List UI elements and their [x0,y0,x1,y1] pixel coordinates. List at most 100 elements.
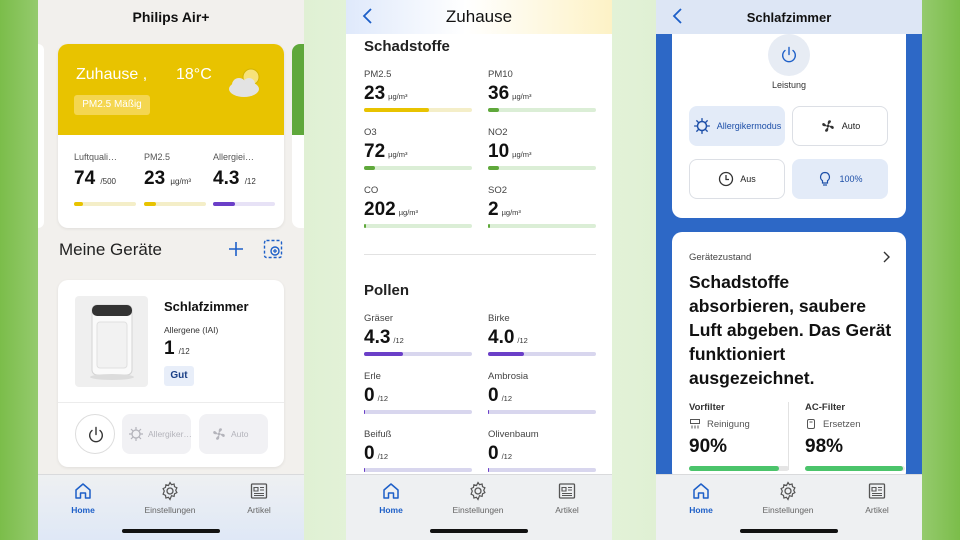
metric-bar [488,352,596,356]
pollen-title: Pollen [364,282,410,299]
metric-bar-fill [488,108,499,112]
home-summary-card[interactable]: Zuhause , 18°C PM2.5 Mäßig Luftquali… 74… [58,44,284,228]
light-button[interactable]: 100% [792,159,888,199]
nav-home[interactable]: Home [356,481,426,515]
metric-pm25: PM2.5 23 µg/m³ [144,152,206,206]
nav-home[interactable]: Home [48,481,118,515]
detail-scroll-area[interactable]: Schadstoffe PM2.5 23 µg/m³ PM10 36 µg/m³ O3 72 µ… [346,34,612,474]
ac-filter-bar-fill [805,466,903,471]
home-icon [693,483,709,499]
nav-articles[interactable]: Artikel [224,481,294,515]
nav-settings-label: Einstellungen [144,505,196,515]
power-button[interactable] [75,414,115,454]
metric-unit: /12 [393,336,404,345]
metric-label: Gräser [364,313,394,324]
metric-bar-fill [364,410,366,414]
back-chevron-icon[interactable] [358,6,378,26]
metric-pm2-5: PM2.5 23 µg/m³ [364,69,472,112]
nav-settings-label: Einstellungen [762,505,814,515]
metric-bar [364,166,472,170]
metric-allergy: Allergiei… 4.3 /12 [213,152,275,206]
metric-value: 23 [364,83,386,104]
timer-button[interactable]: Aus [689,159,785,199]
home-indicator [122,529,220,533]
article-icon [868,483,886,499]
metric-label: SO2 [488,185,508,196]
metric-bar-fill [364,352,403,356]
bottom-navigation: Home Einstellungen Artikel [38,474,304,540]
metric-birke: Birke 4.0/12 [488,313,596,356]
nav-articles[interactable]: Artikel [532,481,602,515]
fan-icon [213,428,225,440]
plus-icon[interactable] [227,240,245,258]
auto-mode-button[interactable]: Auto [199,414,268,454]
light-label: 100% [839,174,863,184]
metric-pm10: PM10 36 µg/m³ [488,69,596,112]
add-device-scan-icon[interactable] [263,239,283,259]
metric-value: 36 [488,83,510,104]
metric-unit: µg/m³ [501,208,521,217]
metric-unit: /12 [501,394,513,403]
phone-device-screen: Schlafzimmer Leistung Allergikermodus Au… [656,0,922,540]
device-state-text: Schadstoffe absorbieren, saubere Luft ab… [689,272,892,388]
back-chevron-icon[interactable] [668,6,688,26]
metric-erle: Erle 0/12 [364,371,472,414]
metric-bar [488,166,596,170]
device-name: Schlafzimmer [164,299,249,314]
metric-value: 72 [364,141,386,162]
power-icon [89,426,103,443]
metric-label: Erle [364,371,381,382]
nav-settings[interactable]: Einstellungen [753,481,823,515]
prefilter-action: Reinigung [689,418,789,430]
metric-label: Allergiei… [213,152,255,162]
metric-unit: /12 [501,452,513,461]
air-purifier-image [75,296,148,387]
home-indicator [740,529,838,533]
allergy-mode-button[interactable]: Allergiker… [122,414,191,454]
control-card: Leistung Allergikermodus Auto Aus [672,34,906,218]
card-peek-right[interactable] [292,44,304,228]
device-state-label: Gerätezustand [689,252,752,263]
allergy-mode-label: Allergikermodus [716,121,782,131]
metric-value: 74 [74,168,96,189]
clock-icon [719,171,734,187]
gear-icon [470,481,486,501]
metric-value: 4.3 [364,327,391,348]
device-card-bedroom[interactable]: Schlafzimmer Allergene (IAI) 1/12 Gut Al… [58,280,284,467]
metric-bar [364,108,472,112]
power-button[interactable] [768,34,810,76]
metric-so2: SO2 2 µg/m³ [488,185,596,228]
nav-settings[interactable]: Einstellungen [135,481,205,515]
card-peek-left[interactable] [38,44,44,228]
ac-filter-title: AC-Filter [805,402,846,413]
allergy-mode-button[interactable]: Allergikermodus [689,106,785,146]
prefilter-action-label: Reinigung [707,418,750,430]
metric-value: 202 [364,199,396,220]
nav-articles-label: Artikel [247,505,271,515]
metric-olivenbaum: Olivenbaum 0/12 [488,429,596,472]
metric-label: Beifuß [364,429,392,440]
divider [788,402,789,470]
pollutants-title: Schadstoffe [364,38,450,55]
metric-label: Ambrosia [488,371,529,382]
chevron-right-icon[interactable] [880,250,892,264]
device-value-number: 1 [164,338,175,359]
nav-home[interactable]: Home [666,481,736,515]
metric-bar [364,224,472,228]
metric-no2: NO2 10 µg/m³ [488,127,596,170]
nav-settings[interactable]: Einstellungen [443,481,513,515]
metric-unit: µg/m³ [512,92,532,101]
device-subtitle: Allergene (IAI) [164,325,219,335]
auto-mode-button[interactable]: Auto [792,106,888,146]
divider [364,254,596,255]
top-bar: Zuhause [346,0,612,34]
prefilter-value: 90% [689,436,728,457]
metric-value: 0 [488,443,499,464]
device-state-card[interactable]: Gerätezustand Schadstoffe absorbieren, s… [672,232,906,482]
prefilter-title: Vorfilter [689,402,725,413]
metric-value: 23 [144,168,166,189]
prefilter: Vorfilter Reinigung 90% [689,402,789,471]
metric-unit: /12 [377,394,389,403]
nav-articles[interactable]: Artikel [842,481,912,515]
metric-bar-fill [144,202,157,206]
